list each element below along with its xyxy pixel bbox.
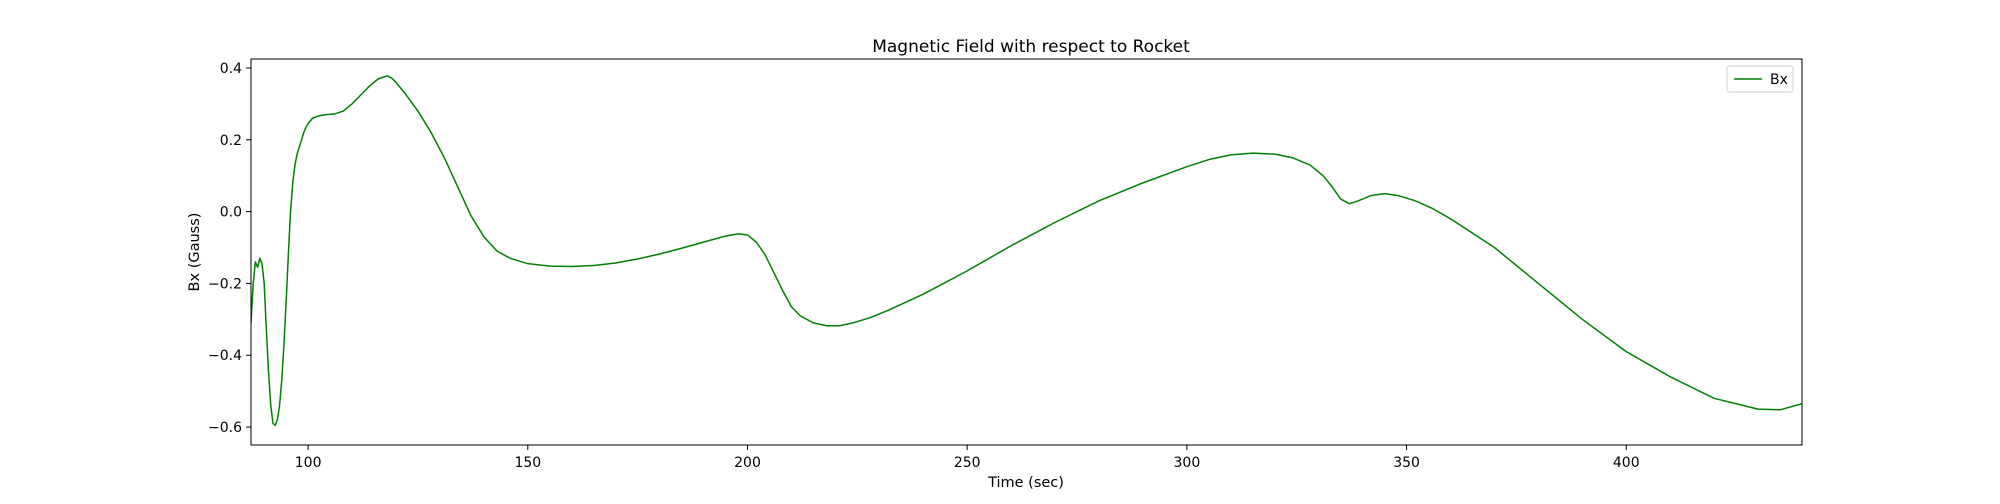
- legend-label: Bx: [1770, 72, 1788, 88]
- y-tick-label: −0.4: [208, 348, 242, 364]
- y-tick-label: 0.2: [220, 133, 242, 149]
- x-tick-label: 100: [295, 455, 322, 471]
- x-tick-label: 400: [1613, 455, 1640, 471]
- x-tick-label: 300: [1174, 455, 1201, 471]
- plot-area: [251, 75, 1802, 426]
- x-tick-label: 250: [954, 455, 981, 471]
- y-axis-ticks: 0.4 0.2 0.0 −0.2 −0.4 −0.6: [208, 61, 251, 436]
- x-tick-label: 200: [734, 455, 761, 471]
- series-line-bx: [251, 75, 1802, 426]
- x-tick-label: 350: [1393, 455, 1420, 471]
- x-axis-label: Time (sec): [987, 475, 1064, 491]
- y-tick-label: 0.0: [220, 205, 242, 221]
- x-axis-ticks: 100 150 200 250 300 350 400: [295, 445, 1640, 471]
- y-axis-label: Bx (Gauss): [187, 213, 203, 292]
- plot-frame: [250, 58, 1803, 446]
- y-tick-label: −0.2: [208, 276, 242, 292]
- chart-title: Magnetic Field with respect to Rocket: [872, 37, 1190, 57]
- legend: Bx: [1726, 65, 1794, 93]
- y-tick-label: −0.6: [208, 420, 242, 436]
- y-tick-label: 0.4: [220, 61, 242, 77]
- x-tick-label: 150: [514, 455, 541, 471]
